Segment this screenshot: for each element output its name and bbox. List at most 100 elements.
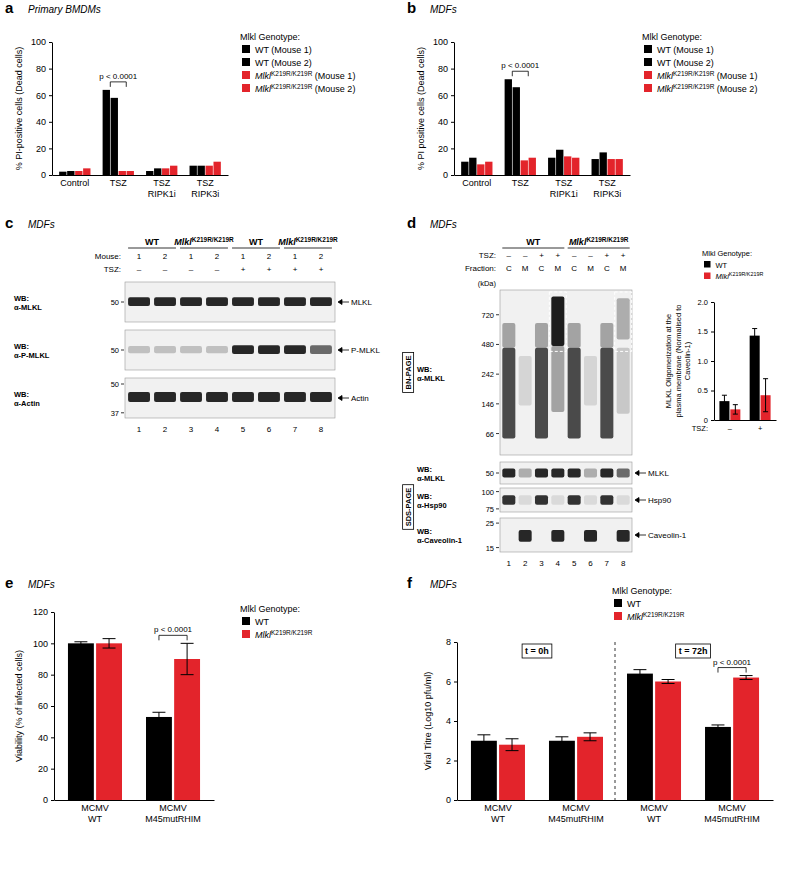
y-tick-mark: [49, 175, 52, 176]
y-tick-label: 120: [33, 607, 48, 617]
chart: fMDFs02468MCMVWTMCMVM45mutRHIMMCMVWTMCMV…: [407, 574, 774, 824]
panel-label: a: [5, 0, 14, 16]
bar: [170, 166, 177, 175]
bar: [592, 159, 599, 175]
lane-group-line: [232, 248, 280, 249]
marker-label: 37: [111, 409, 119, 418]
x-tick-label: MCMVM45mutRHIM: [548, 803, 604, 824]
legend-swatch: [644, 84, 652, 92]
marker-tick: [496, 523, 499, 524]
row-value: –: [137, 265, 142, 274]
error-line: [724, 395, 725, 407]
section-label-group: BN-PAGE: [403, 352, 414, 392]
row-label: Mouse:: [95, 252, 121, 261]
y-tick-mark: [51, 706, 54, 707]
marker-label: 50: [111, 298, 119, 307]
highlight-box: [549, 292, 566, 351]
row-value: M: [587, 264, 594, 273]
bar: [206, 166, 213, 175]
band: [617, 348, 630, 414]
x-axis: [55, 800, 215, 801]
bar: [75, 171, 82, 175]
y-tick-label: 0.5: [698, 386, 708, 395]
x-axis: [455, 175, 631, 176]
band: [551, 530, 564, 542]
band: [502, 469, 515, 478]
row-value: –: [572, 251, 577, 260]
x-tick-label: TSZRIPK3i: [593, 178, 621, 199]
row-value: 1: [293, 252, 298, 261]
legend-swatch: [614, 612, 622, 620]
panel-label: b: [407, 0, 416, 16]
bar: [577, 737, 603, 800]
y-tick: 120: [33, 607, 54, 617]
blot-membrane: [125, 378, 335, 418]
bar: [615, 159, 622, 175]
row-value: +: [621, 251, 626, 260]
error-cap: [103, 648, 116, 649]
y-tick-label: 6: [446, 677, 451, 687]
error-cap: [662, 683, 675, 684]
row-value: 2: [163, 252, 168, 261]
band-label: Caveolin-1: [648, 531, 687, 540]
row-value: +: [539, 251, 544, 260]
probe-label: WB:α-Caveolin-1: [417, 527, 462, 545]
lane-group-line: [128, 248, 176, 249]
row-value: 2: [267, 252, 272, 261]
error-line: [639, 670, 640, 678]
band-arrow: [338, 396, 349, 401]
probe-label: WB:α-P-MLKL: [14, 342, 50, 360]
legend-label: MlklK219R/K219R: [255, 629, 313, 640]
y-tick-label: 0: [446, 795, 451, 805]
row-value: –: [588, 251, 593, 260]
band: [232, 345, 254, 354]
legend: Mlkl Genotype:WTMlklK219R/K219R: [702, 249, 763, 281]
band: [206, 346, 228, 353]
error-cap: [740, 675, 753, 676]
legend-swatch: [242, 58, 250, 66]
x-axis-line: [715, 420, 777, 421]
y-tick: 40: [36, 117, 52, 127]
x-tick-label: TSZRIPK1i: [148, 178, 176, 199]
marker-label: 15: [486, 544, 494, 553]
error-cap: [584, 740, 597, 741]
lane-number: 2: [163, 425, 168, 434]
marker-tick: [496, 491, 499, 492]
y-tick: 60: [438, 91, 454, 101]
band-arrow: [635, 471, 646, 476]
bar: [627, 674, 653, 800]
y-axis-line: [454, 43, 455, 176]
x-axis-title: TSZ:: [692, 424, 708, 433]
plot-area: [719, 329, 770, 420]
legend-label: MlklK219R/K219R (Mouse 1): [657, 70, 757, 81]
y-axis-line: [714, 303, 715, 421]
y-tick-label: 20: [36, 144, 46, 154]
error-line: [561, 737, 562, 745]
lane-number: 8: [621, 559, 626, 568]
y-tick: 20: [438, 144, 454, 154]
row-value: –: [215, 265, 220, 274]
error-cap: [477, 746, 490, 747]
y-tick: 8: [446, 637, 457, 647]
bar: [572, 158, 579, 175]
y-tick: 80: [36, 64, 52, 74]
section-label: SDS-PAGE: [404, 488, 413, 527]
y-tick-mark: [454, 642, 457, 643]
band: [600, 323, 613, 348]
row-value: 2: [215, 252, 220, 261]
band-arrow: [338, 348, 349, 353]
bar: [146, 717, 172, 800]
error-line: [717, 725, 718, 729]
legend-label: MlklK219R/K219R: [627, 611, 685, 622]
y-tick: 60: [36, 91, 52, 101]
error-bar: [74, 642, 87, 645]
blot-panel: dMDFsWTMlklK219R/K219RTSZ:––++––++Fracti…: [403, 214, 687, 568]
band: [180, 297, 202, 306]
error-line: [590, 733, 591, 741]
y-tick-label: 80: [438, 64, 448, 74]
y-tick-mark: [51, 675, 54, 676]
blot-membrane: [500, 290, 632, 455]
row-value: +: [555, 251, 560, 260]
bar: [499, 745, 525, 800]
band: [519, 356, 532, 406]
